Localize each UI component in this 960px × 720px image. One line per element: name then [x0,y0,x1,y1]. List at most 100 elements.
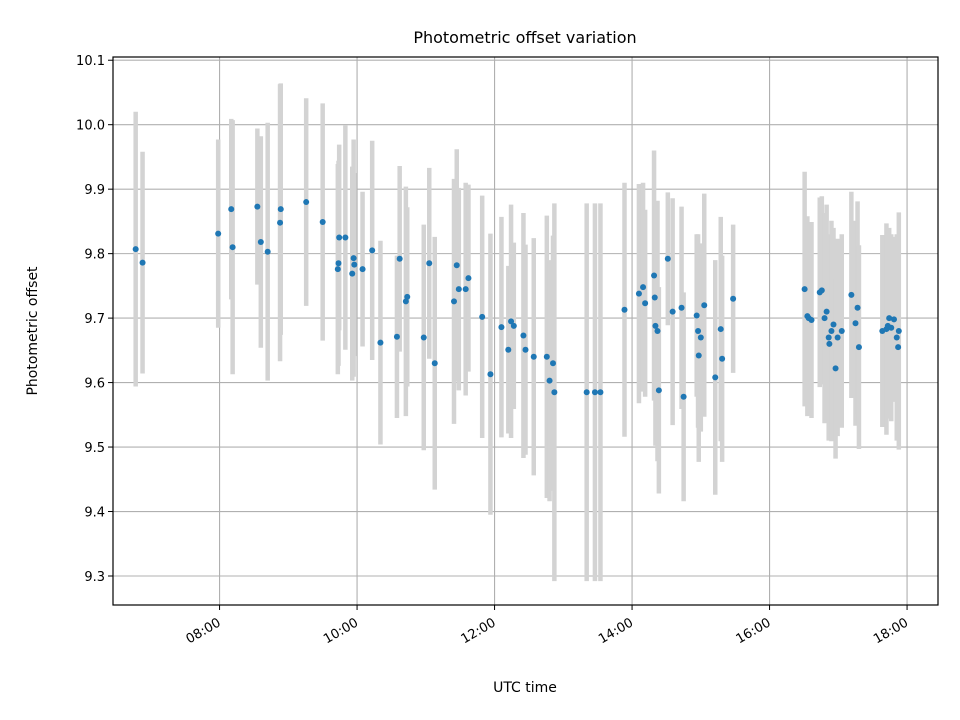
data-point [530,353,537,360]
data-point [697,334,704,341]
data-point [640,284,647,291]
data-point [426,260,433,267]
data-point [591,389,598,396]
data-point [303,199,310,206]
data-point [854,304,861,311]
data-point [695,328,702,334]
plot-frame [112,56,939,606]
data-point [830,321,837,328]
data-point [264,248,271,255]
data-point [680,393,687,400]
data-point [664,255,671,262]
data-point [551,389,558,396]
data-point [396,255,403,262]
data-point [508,318,515,325]
data-point [487,371,494,378]
data-point [701,302,708,309]
data-point [359,266,366,273]
data-point [719,355,726,362]
data-point [351,261,358,268]
data-point [655,387,662,394]
data-point [349,270,356,277]
y-tick-label: 9.9 [84,183,105,198]
data-point [215,230,222,237]
data-point [895,328,902,334]
data-point [453,262,460,269]
data-point [377,339,384,346]
data-point [888,324,895,331]
data-point [132,246,139,253]
data-point [498,324,505,331]
data-point [465,275,472,282]
y-tick-label: 9.5 [84,441,105,456]
y-axis-title: Photometric offset [25,266,41,396]
data-point [712,374,719,381]
y-tick-label: 9.3 [84,570,105,585]
data-point [462,286,469,293]
data-point [821,315,828,322]
data-point [886,315,893,322]
data-point [838,328,845,334]
data-point [652,322,659,329]
data-point [893,334,900,341]
data-point [342,234,349,241]
data-point [693,312,700,319]
data-point [319,219,326,226]
data-point [479,313,486,320]
data-point [336,234,343,241]
data-point [826,340,833,347]
data-point [257,239,264,246]
x-axis-title: UTC time [493,680,557,696]
data-point [369,247,376,254]
data-point [828,328,835,334]
data-point [669,308,676,315]
data-point [730,295,737,302]
data-point [451,298,457,305]
data-point [597,389,604,396]
data-point [635,290,642,297]
data-point [651,294,658,301]
data-point [834,334,841,341]
data-point [420,334,427,341]
data-point [621,306,628,313]
data-point [678,304,685,311]
data-point [350,255,357,262]
chart-title: Photometric offset variation [413,28,636,47]
data-point [855,344,862,351]
data-point [583,389,590,396]
data-point [546,377,553,384]
data-point [254,203,261,210]
data-point [651,272,658,279]
data-points [132,199,902,400]
data-point [695,352,702,359]
y-tick-label: 9.6 [84,377,105,392]
data-point [229,244,236,251]
data-point [431,360,438,367]
y-tick-label: 9.7 [84,312,105,327]
y-axis-ticks: 9.3 9.4 9.5 9.6 9.7 9.8 9.9 10.0 10.1 [76,54,113,585]
data-point [404,293,411,300]
data-point [717,326,724,333]
data-point [852,320,859,327]
data-point [832,365,839,372]
y-tick-label: 9.4 [84,506,105,521]
data-point [895,344,902,351]
data-point [335,260,342,267]
data-point [550,360,556,367]
data-point [891,316,897,323]
data-point [277,219,284,226]
y-tick-label: 10.0 [76,119,105,134]
data-point [522,346,529,353]
data-point [455,286,462,293]
y-tick-label: 10.1 [76,54,105,69]
data-point [510,322,517,329]
data-point [801,286,808,293]
data-point [543,353,550,360]
data-point [520,332,527,339]
data-point [334,266,341,273]
data-point [505,346,512,353]
data-point [823,308,830,315]
data-point [402,298,409,305]
data-point [808,317,815,324]
